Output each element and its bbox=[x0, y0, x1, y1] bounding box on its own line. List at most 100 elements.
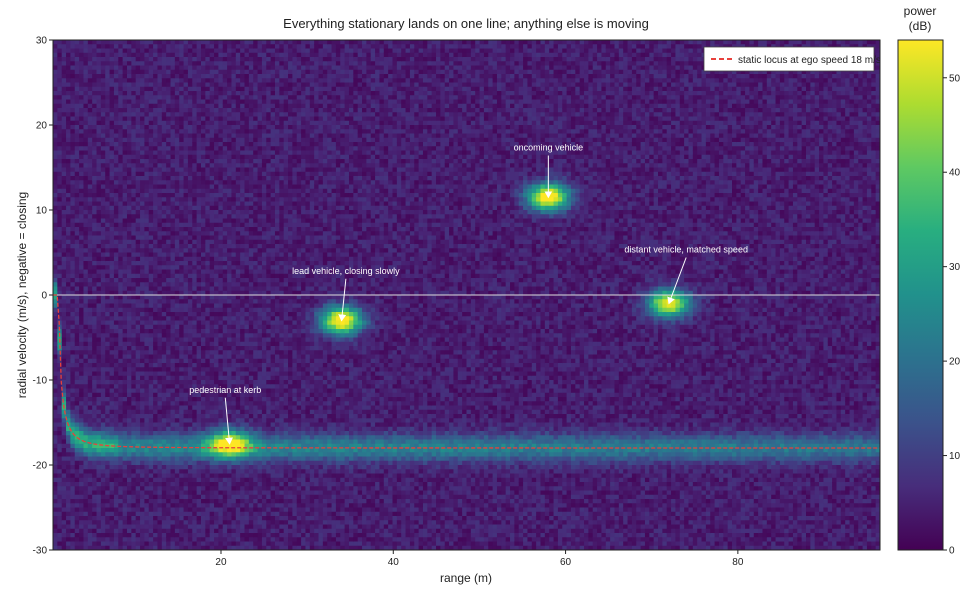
heatmap-cell bbox=[101, 529, 106, 534]
heatmap-cell bbox=[92, 508, 97, 513]
heatmap-cell bbox=[79, 333, 84, 338]
heatmap-cell bbox=[79, 146, 84, 151]
heatmap-cell bbox=[101, 219, 106, 224]
heatmap-cell bbox=[123, 295, 128, 300]
heatmap-cell bbox=[53, 151, 58, 156]
heatmap-cell bbox=[123, 287, 128, 292]
heatmap-cell bbox=[97, 287, 102, 292]
heatmap-cell bbox=[75, 185, 80, 190]
heatmap-cell bbox=[101, 435, 106, 440]
heatmap-cell bbox=[53, 176, 58, 181]
heatmap-cell bbox=[114, 278, 119, 283]
heatmap-cell bbox=[114, 491, 119, 496]
heatmap-cell bbox=[57, 414, 62, 419]
heatmap-cell bbox=[123, 346, 128, 351]
heatmap-cell bbox=[123, 435, 128, 440]
heatmap-cell bbox=[105, 202, 110, 207]
heatmap-cell bbox=[101, 491, 106, 496]
heatmap-cell bbox=[62, 329, 67, 334]
heatmap-cell bbox=[127, 406, 132, 411]
heatmap-cell bbox=[123, 397, 128, 402]
heatmap-cell bbox=[70, 537, 75, 542]
heatmap-cell bbox=[105, 53, 110, 58]
heatmap-cell bbox=[97, 142, 102, 147]
heatmap-cell bbox=[114, 350, 119, 355]
heatmap-cell bbox=[123, 410, 128, 415]
heatmap-cell bbox=[83, 295, 88, 300]
heatmap-cell bbox=[62, 321, 67, 326]
heatmap-cell bbox=[110, 121, 115, 126]
heatmap-cell bbox=[79, 423, 84, 428]
heatmap-cell bbox=[114, 168, 119, 173]
heatmap-cell bbox=[75, 338, 80, 343]
heatmap-cell bbox=[123, 112, 128, 117]
heatmap-cell bbox=[70, 206, 75, 211]
heatmap-cell bbox=[57, 66, 62, 71]
heatmap-cell bbox=[66, 338, 71, 343]
heatmap-cell bbox=[75, 342, 80, 347]
heatmap-cell bbox=[118, 355, 123, 360]
heatmap-cell bbox=[79, 444, 84, 449]
heatmap-cell bbox=[114, 231, 119, 236]
heatmap-cell bbox=[105, 138, 110, 143]
heatmap-cell bbox=[70, 533, 75, 538]
heatmap-cell bbox=[105, 146, 110, 151]
heatmap-cell bbox=[105, 253, 110, 258]
heatmap-cell bbox=[92, 469, 97, 474]
heatmap-cell bbox=[88, 210, 93, 215]
heatmap-cell bbox=[118, 304, 123, 309]
heatmap-cell bbox=[118, 427, 123, 432]
heatmap-cell bbox=[66, 108, 71, 113]
heatmap-cell bbox=[75, 495, 80, 500]
heatmap-cell bbox=[110, 491, 115, 496]
heatmap-cell bbox=[62, 469, 67, 474]
heatmap-cell bbox=[79, 70, 84, 75]
heatmap-cell bbox=[79, 265, 84, 270]
heatmap-cell bbox=[92, 189, 97, 194]
heatmap-cell bbox=[70, 244, 75, 249]
heatmap-cell bbox=[127, 163, 132, 168]
heatmap-cell bbox=[66, 253, 71, 258]
heatmap-cell bbox=[75, 542, 80, 547]
heatmap-cell bbox=[70, 227, 75, 232]
heatmap-cell bbox=[118, 53, 123, 58]
heatmap-cell bbox=[62, 70, 67, 75]
heatmap-cell bbox=[118, 108, 123, 113]
heatmap-cell bbox=[118, 95, 123, 100]
heatmap-cell bbox=[105, 44, 110, 49]
heatmap-cell bbox=[127, 503, 132, 508]
heatmap-cell bbox=[114, 393, 119, 398]
heatmap-cell bbox=[105, 197, 110, 202]
heatmap-cell bbox=[123, 508, 128, 513]
heatmap-cell bbox=[66, 180, 71, 185]
heatmap-cell bbox=[83, 189, 88, 194]
heatmap-cell bbox=[123, 423, 128, 428]
heatmap-cell bbox=[57, 129, 62, 134]
heatmap-cell bbox=[75, 270, 80, 275]
heatmap-cell bbox=[97, 227, 102, 232]
heatmap-cell bbox=[92, 401, 97, 406]
heatmap-cell bbox=[66, 457, 71, 462]
heatmap-cell bbox=[110, 537, 115, 542]
heatmap-cell bbox=[83, 74, 88, 79]
heatmap-cell bbox=[75, 87, 80, 92]
heatmap-cell bbox=[79, 397, 84, 402]
heatmap-cell bbox=[92, 44, 97, 49]
heatmap-cell bbox=[83, 219, 88, 224]
heatmap-cell bbox=[114, 257, 119, 262]
heatmap-cell bbox=[123, 261, 128, 266]
heatmap-cell bbox=[57, 393, 62, 398]
heatmap-cell bbox=[123, 121, 128, 126]
heatmap-cell bbox=[127, 486, 132, 491]
heatmap-cell bbox=[110, 410, 115, 415]
heatmap-cell bbox=[92, 49, 97, 54]
heatmap-cell bbox=[62, 359, 67, 364]
heatmap-cell bbox=[114, 308, 119, 313]
heatmap-cell bbox=[79, 202, 84, 207]
heatmap-cell bbox=[62, 482, 67, 487]
heatmap-cell bbox=[79, 389, 84, 394]
heatmap-cell bbox=[66, 227, 71, 232]
heatmap-cell bbox=[114, 202, 119, 207]
heatmap-cell bbox=[66, 397, 71, 402]
heatmap-cell bbox=[118, 457, 123, 462]
